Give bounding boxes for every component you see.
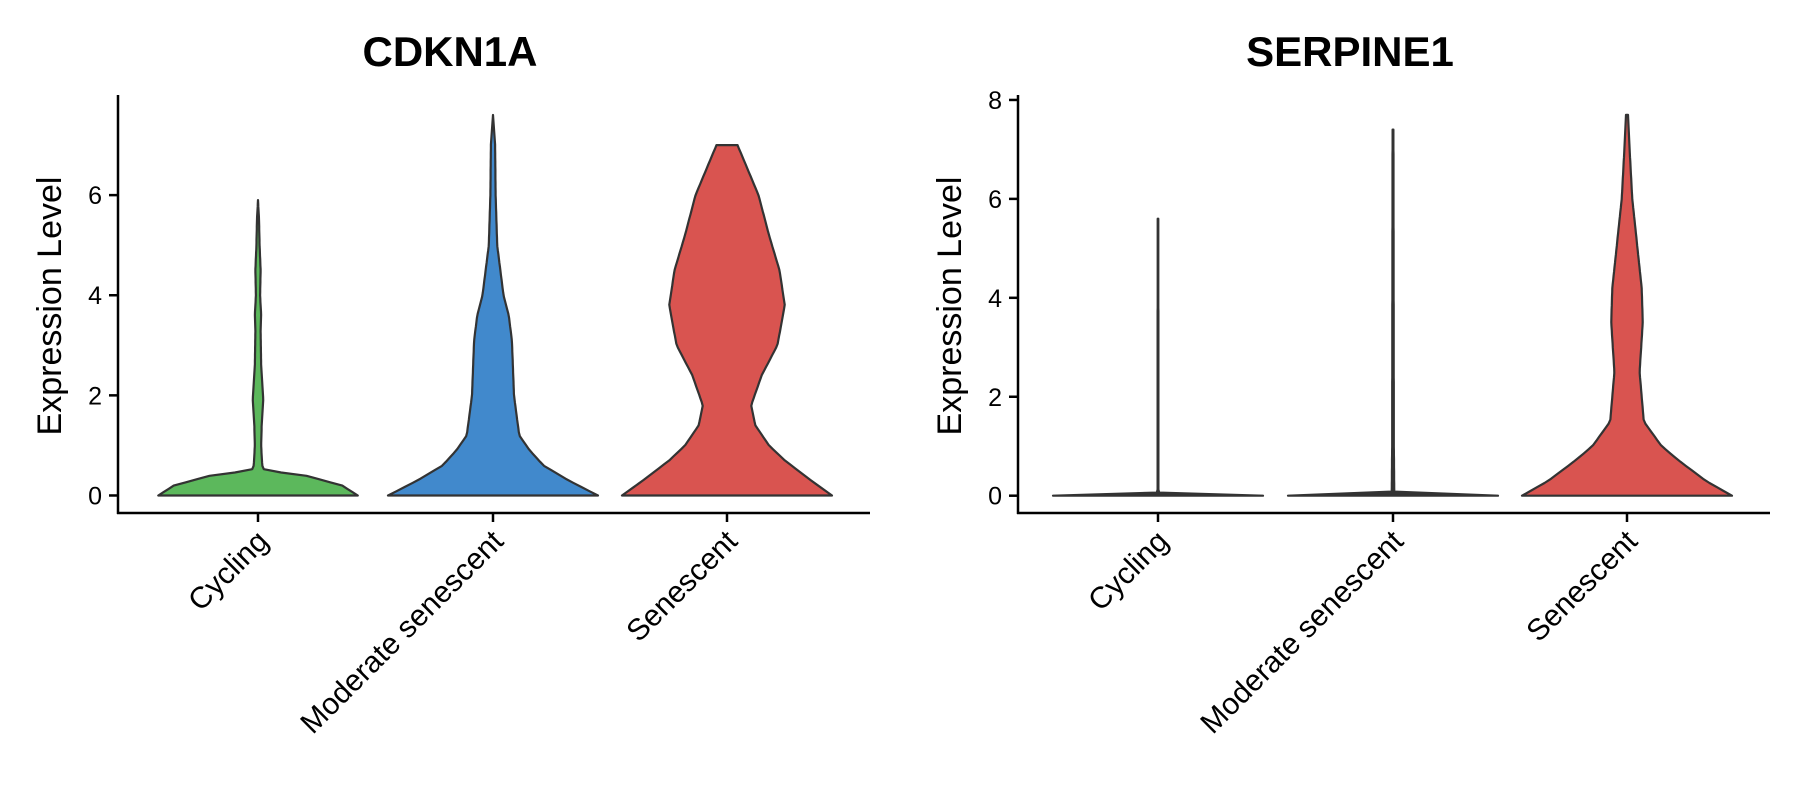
y-tick-label: 4	[88, 282, 102, 310]
y-axis-title: Expression Level	[931, 177, 969, 436]
violin-senescent	[620, 144, 834, 497]
chart-panel-serpine1: SERPINE1 0 2 4 6 8 Expression Level Cycling Mod…	[900, 0, 1800, 800]
violin-senescent	[1520, 113, 1734, 497]
violin-moderate-senescent	[1286, 128, 1500, 497]
violin-cycling	[157, 199, 359, 497]
y-tick-label: 8	[988, 87, 1002, 115]
y-tick-label: 2	[88, 382, 102, 410]
violin-moderate-senescent	[386, 113, 600, 497]
y-tick-label: 0	[988, 483, 1002, 511]
x-tick-label: Senescent	[1520, 524, 1644, 648]
x-tick-label: Moderate senescent	[294, 524, 510, 740]
chart-title: SERPINE1	[1246, 28, 1454, 75]
violin-cycling	[1051, 217, 1265, 497]
x-tick-label: Moderate senescent	[1194, 524, 1410, 740]
chart-panel-cdkn1a: CDKN1A 0 2 4 6 Expression Level Cycling Modera…	[31, 28, 870, 740]
y-axis-title: Expression Level	[31, 177, 69, 436]
x-tick-label: Cycling	[1082, 525, 1175, 618]
y-tick-label: 0	[88, 482, 102, 510]
y-tick-label: 4	[988, 285, 1002, 313]
y-tick-label: 6	[988, 186, 1002, 214]
y-tick-label: 6	[88, 182, 102, 210]
violin-plot-cdkn1a: 0 2 4 6 Expression Level Cycling Moderate sene…	[31, 95, 870, 740]
x-tick-label: Cycling	[182, 525, 275, 618]
chart-title: CDKN1A	[362, 28, 538, 75]
x-tick-label: Senescent	[620, 524, 744, 648]
violin-plot-serpine1: 0 2 4 6 8 Expression Level Cycling Moderate sen…	[931, 87, 1770, 740]
y-tick-label: 2	[988, 384, 1002, 412]
